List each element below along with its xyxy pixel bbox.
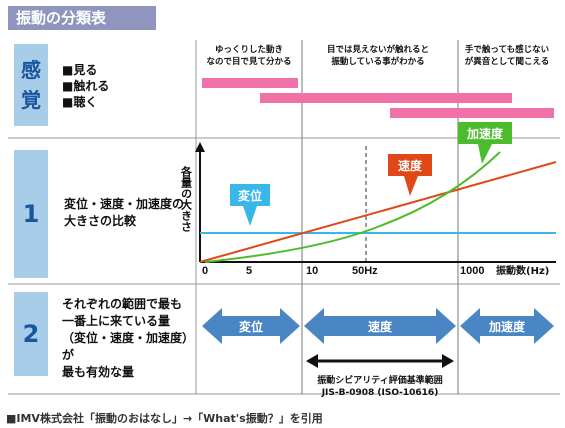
series-line-velocity (199, 161, 557, 263)
sensitivity-range-arrow (306, 354, 454, 368)
section-1-line: 大きさの比較 (64, 214, 137, 228)
callout-text-acceleration: 加速度 (466, 126, 504, 141)
section-2-line: それぞれの範囲で最も (62, 297, 183, 311)
x-tick-label: 1000 (460, 265, 484, 277)
section-1-line: 変位・速度・加速度の (64, 197, 185, 211)
sense-item-touch: ■触れる (62, 79, 110, 93)
sense-item-see: ■見る (62, 63, 98, 77)
sensitivity-standard: JIS-B-0908 (ISO-10616) (321, 388, 439, 398)
sense-section-label: 感 覚 (14, 44, 48, 126)
sense-bar-touch (260, 93, 512, 103)
double-arrow-icon (304, 308, 456, 344)
range-label-displacement: 変位 (239, 319, 263, 334)
y-axis-arrowhead (195, 142, 205, 152)
source-citation: ■IMV株式会社「振動のおはなし」→「What's振動？」を引用 (6, 412, 323, 425)
section-2-description: それぞれの範囲で最も 一番上に来ている量 （変位・速度・加速度）が 最も有効な量 (62, 296, 194, 381)
range-arrow-acceleration: 加速度 (460, 308, 554, 344)
callout-text-displacement: 変位 (238, 188, 262, 203)
sense-note-line: なので目で見て分かる (206, 57, 292, 67)
callout-velocity: 速度 (388, 154, 432, 196)
x-tick-label: 0 (202, 265, 208, 277)
x-tick-label: 50Hz (352, 265, 378, 277)
section-2-line: 一番上に来ている量 (62, 314, 171, 328)
sensitivity-label: 振動シビアリティ評価基準範囲 (317, 374, 442, 386)
section-2-label: 2 (14, 292, 48, 376)
triangle-down-icon (243, 206, 257, 226)
section-1-label: 1 (14, 150, 48, 278)
sense-note-hear: 手で触っても感じない が異音として聞こえる (454, 44, 560, 68)
x-tick-label: 10 (306, 265, 318, 277)
x-tick-label: 5 (246, 265, 252, 277)
sense-note-see: ゆっくりした動き なので目で見て分かる (196, 44, 302, 68)
triangle-down-icon (404, 176, 418, 196)
sense-label-char-2: 覚 (21, 88, 41, 112)
callout-displacement: 変位 (230, 184, 270, 226)
triangle-down-icon (478, 144, 492, 164)
callout-text-velocity: 速度 (398, 158, 423, 173)
page-title: 振動の分類表 (8, 6, 156, 30)
section-2-line: 最も有効な量 (62, 365, 135, 379)
range-arrow-velocity: 速度 (304, 308, 456, 344)
section-2-line: （変位・速度・加速度）が (62, 331, 195, 362)
callout-box-displacement (230, 184, 270, 206)
sense-note-line: ゆっくりした動き (214, 45, 283, 55)
sense-note-line: 手で触っても感じない (464, 45, 550, 55)
range-arrow-displacement: 変位 (202, 308, 300, 344)
sense-note-touch: 目では見えないが触れると 振動している事がわかる (308, 44, 448, 68)
sense-bar-see (202, 78, 298, 88)
callout-box-acceleration (458, 122, 512, 144)
sense-note-line: 振動している事がわかる (331, 57, 425, 67)
series-line-acceleration (204, 151, 501, 263)
callout-acceleration: 加速度 (458, 122, 512, 164)
sense-bar-hear (390, 108, 554, 118)
range-label-acceleration: 加速度 (488, 319, 526, 334)
section-2-number: 2 (22, 320, 40, 348)
sense-label-char-1: 感 (21, 58, 41, 82)
sense-item-hear: ■聴く (62, 95, 98, 109)
double-arrow-icon (202, 308, 300, 344)
arrowhead-right-icon (442, 354, 454, 368)
range-label-velocity: 速度 (368, 319, 393, 334)
sense-list: ■見る ■触れる ■聴く (62, 62, 109, 110)
section-1-number: 1 (22, 200, 40, 228)
callout-box-velocity (388, 154, 432, 176)
sense-note-line: が異音として聞こえる (464, 57, 550, 67)
double-arrow-icon (460, 308, 554, 344)
section-1-description: 変位・速度・加速度の 大きさの比較 (64, 196, 194, 230)
arrowhead-left-icon (306, 354, 318, 368)
sense-note-line: 目では見えないが触れると (326, 45, 429, 55)
y-axis-label: 各量の大きさ (180, 165, 194, 233)
x-axis-unit-label: 振動数(Hz) (496, 264, 549, 277)
